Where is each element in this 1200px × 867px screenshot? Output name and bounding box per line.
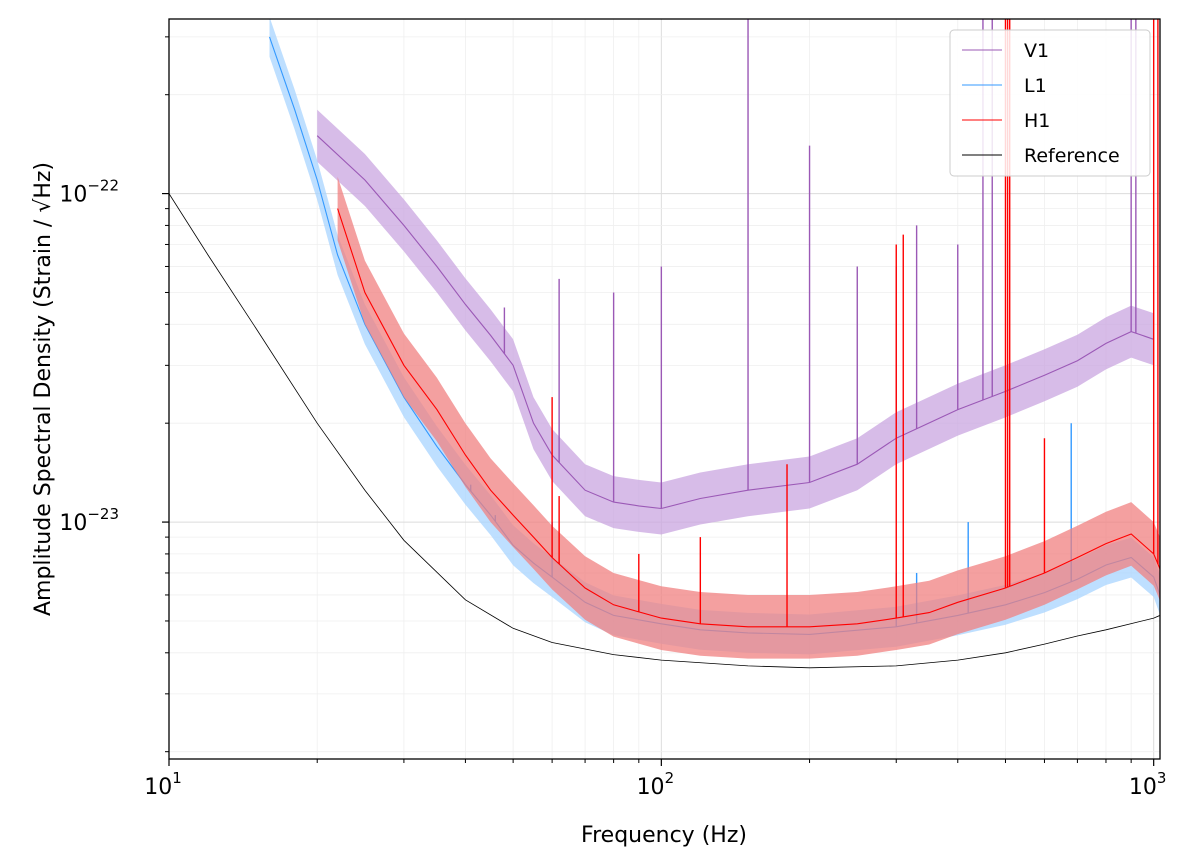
x-tick-label: 101 (144, 769, 182, 800)
x-tick-label: 102 (637, 769, 675, 800)
legend-label-h1: H1 (1024, 110, 1050, 132)
series-reference (169, 193, 1160, 669)
y-axis: 10−23 10−22 (59, 36, 169, 753)
x-tick-exponent: 1 (172, 769, 182, 787)
series-v1 (316, 19, 1154, 535)
legend-label-l1: L1 (1024, 75, 1047, 97)
series-layer (169, 19, 1160, 669)
x-axis: 101 102 103 (144, 759, 1166, 800)
y-tick-label: 10−23 (59, 505, 119, 536)
x-axis-label: Frequency (Hz) (581, 823, 747, 848)
legend-box (949, 29, 1151, 177)
legend: V1 L1 H1 Reference (949, 29, 1151, 177)
series-v1-line (316, 135, 1154, 510)
x-tick-label: 103 (1129, 769, 1167, 800)
x-tick-exponent: 2 (665, 769, 675, 787)
y-tick-label: 10−22 (59, 177, 119, 208)
legend-label-v1: V1 (1024, 40, 1049, 62)
series-h1-line (337, 208, 1160, 628)
x-tick-exponent: 3 (1157, 769, 1167, 787)
y-tick-exponent: −22 (87, 177, 119, 195)
legend-label-reference: Reference (1024, 145, 1120, 167)
y-axis-label: Amplitude Spectral Density (Strain / √Hz… (31, 162, 56, 616)
series-h1-band (337, 176, 1160, 659)
series-reference-line (169, 193, 1160, 669)
series-h1 (337, 19, 1160, 659)
series-v1-band (317, 109, 1154, 535)
plot-frame (168, 18, 1161, 760)
y-tick-exponent: −23 (87, 505, 119, 523)
